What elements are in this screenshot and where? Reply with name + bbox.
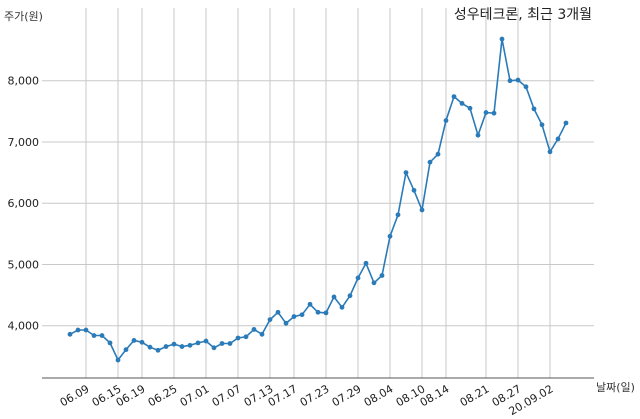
data-point bbox=[499, 36, 505, 42]
x-tick-label: 08.04 bbox=[362, 382, 396, 409]
data-point bbox=[483, 110, 489, 115]
data-point bbox=[451, 94, 457, 100]
data-point bbox=[67, 331, 73, 337]
data-point bbox=[171, 341, 177, 347]
data-point bbox=[107, 340, 113, 346]
data-point bbox=[347, 293, 353, 299]
data-point bbox=[339, 304, 345, 310]
data-point bbox=[443, 118, 449, 123]
x-tick-label: 07.23 bbox=[298, 382, 332, 409]
data-point bbox=[523, 84, 529, 90]
data-point bbox=[203, 338, 209, 344]
x-axis-label: 날짜(일) bbox=[596, 380, 635, 394]
data-point bbox=[283, 320, 289, 326]
data-point bbox=[235, 335, 241, 341]
data-point bbox=[115, 357, 121, 363]
data-point bbox=[187, 342, 193, 348]
data-point bbox=[427, 159, 433, 165]
data-point bbox=[123, 347, 129, 353]
y-tick-label: 8,000 bbox=[8, 75, 40, 88]
data-point bbox=[251, 327, 257, 332]
data-point bbox=[475, 132, 481, 138]
data-point bbox=[563, 120, 569, 126]
data-point bbox=[411, 187, 417, 193]
x-tick-label: 07.29 bbox=[330, 382, 364, 409]
data-point bbox=[163, 344, 169, 349]
data-point bbox=[371, 280, 377, 286]
tick-labels: 4,0005,0006,0007,0008,00006.0906.1506.19… bbox=[8, 75, 556, 418]
grid-lines bbox=[42, 8, 594, 378]
data-point bbox=[227, 341, 233, 346]
data-point bbox=[299, 312, 305, 318]
data-point bbox=[539, 122, 545, 128]
data-point bbox=[99, 333, 105, 338]
y-tick-label: 4,000 bbox=[8, 320, 40, 333]
data-point bbox=[243, 334, 249, 340]
x-tick-label: 06.25 bbox=[146, 382, 180, 409]
data-point bbox=[547, 149, 553, 155]
data-point bbox=[507, 78, 513, 84]
data-point bbox=[515, 77, 521, 83]
data-point bbox=[211, 345, 217, 351]
x-tick-label: 07.07 bbox=[210, 382, 244, 409]
x-tick-label: 06.09 bbox=[58, 382, 92, 409]
data-point bbox=[83, 327, 89, 333]
data-point bbox=[355, 275, 361, 281]
data-point bbox=[91, 333, 97, 338]
data-point bbox=[219, 341, 225, 346]
series-layer bbox=[67, 36, 569, 363]
data-point bbox=[419, 207, 425, 213]
data-point bbox=[467, 105, 473, 111]
y-axis-label: 주가(원) bbox=[4, 10, 43, 23]
data-point bbox=[291, 314, 297, 319]
data-point bbox=[307, 301, 313, 307]
data-point bbox=[491, 110, 497, 116]
data-point bbox=[435, 151, 441, 157]
data-point bbox=[531, 106, 537, 112]
data-point bbox=[147, 344, 153, 350]
data-point bbox=[323, 310, 329, 316]
data-point bbox=[259, 331, 265, 337]
y-tick-label: 7,000 bbox=[8, 136, 40, 149]
data-point bbox=[331, 294, 337, 300]
x-tick-label: 07.01 bbox=[178, 382, 212, 409]
data-point bbox=[315, 309, 321, 315]
data-point bbox=[155, 347, 161, 353]
y-tick-label: 6,000 bbox=[8, 197, 40, 210]
data-point bbox=[179, 344, 185, 349]
chart-title: 성우테크론, 최근 3개월 bbox=[454, 7, 592, 23]
data-point bbox=[387, 233, 393, 239]
data-point bbox=[363, 260, 369, 266]
x-tick-label: 08.21 bbox=[458, 382, 492, 409]
y-tick-label: 5,000 bbox=[8, 258, 40, 271]
data-point bbox=[131, 338, 137, 343]
data-point bbox=[555, 136, 561, 142]
data-point bbox=[267, 317, 273, 323]
data-point bbox=[195, 340, 201, 346]
data-point bbox=[459, 100, 465, 106]
data-point bbox=[275, 309, 281, 315]
data-point bbox=[379, 273, 385, 278]
data-point bbox=[75, 327, 81, 333]
data-point bbox=[403, 170, 409, 175]
data-point bbox=[395, 212, 401, 218]
data-point bbox=[139, 339, 145, 345]
